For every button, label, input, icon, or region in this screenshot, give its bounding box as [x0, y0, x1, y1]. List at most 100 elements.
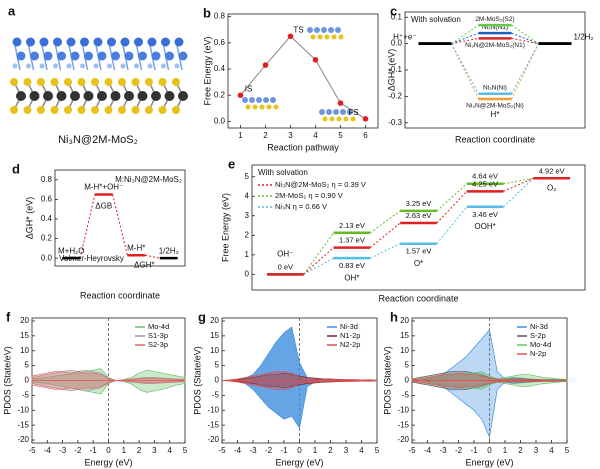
inset-atom — [319, 109, 325, 115]
atom — [10, 106, 18, 114]
x-tick-label: -4 — [234, 446, 242, 455]
dos-area — [31, 380, 186, 390]
connector — [303, 232, 334, 275]
annotation: Volmer-Heyrovsky — [59, 254, 124, 263]
atom — [53, 37, 62, 47]
atom — [83, 91, 94, 101]
panel-label: d — [12, 161, 20, 176]
x-tick-label: 2 — [137, 446, 142, 455]
atom — [172, 78, 180, 86]
series-label: Ni₃N(N1) — [482, 24, 508, 31]
atom — [97, 51, 107, 61]
connector — [511, 43, 539, 94]
y-axis-label: Free Energy (eV) — [220, 193, 230, 262]
legend-label: S-2p — [530, 331, 546, 340]
connector — [303, 257, 334, 275]
point — [237, 92, 244, 99]
y-tick-label: -15 — [17, 420, 29, 429]
inset-atom — [336, 116, 342, 122]
x-tick-label: 2 — [263, 131, 268, 140]
x-axis-label: Reaction coordinate — [455, 134, 535, 144]
y-axis-label: PDOS (State/eV) — [382, 346, 392, 415]
inset-atom — [322, 116, 328, 122]
x-tick-label: 5 — [375, 446, 380, 455]
connector — [451, 24, 479, 45]
y-axis-label: ΔGH* (eV) — [24, 197, 34, 240]
y-tick-label: -10 — [17, 405, 29, 414]
x-tick-label: 1 — [503, 446, 508, 455]
legend-label: N-2p — [530, 349, 546, 358]
atom — [178, 91, 188, 101]
inset-atom — [270, 97, 276, 103]
atom — [66, 37, 76, 47]
atom — [91, 78, 99, 86]
atom — [30, 51, 39, 61]
atom — [118, 78, 126, 86]
x-tick-label: 5 — [183, 446, 188, 455]
inset-atom — [326, 109, 332, 115]
x-tick-label: 0 — [297, 446, 302, 455]
x-tick-label: -2 — [455, 446, 463, 455]
legend-label: Mo-4d — [148, 322, 169, 331]
panel-label: f — [6, 309, 11, 324]
value-label: 4.25 eV — [472, 179, 498, 188]
atom — [39, 37, 49, 47]
legend-label: Ni₃N η = 0.66 V — [275, 202, 327, 211]
x-axis-label: Energy (eV) — [275, 457, 323, 467]
x-tick-label: 5 — [338, 131, 343, 140]
atom — [70, 91, 80, 101]
y-tick-label: 20 — [210, 316, 219, 325]
panel-label: g — [198, 309, 206, 324]
atom — [43, 91, 53, 101]
category-label: M-H*+OH⁻ — [84, 183, 123, 192]
x-tick-label: -5 — [408, 446, 416, 455]
inset-atom — [310, 34, 316, 40]
y-tick-label: 0.4 — [214, 64, 226, 73]
atom — [97, 91, 107, 101]
legend-label: S2-3p — [148, 340, 168, 349]
atom — [145, 78, 153, 86]
atom — [91, 106, 99, 114]
value-label: 3.25 eV — [406, 199, 432, 208]
atom — [12, 63, 18, 69]
point — [337, 100, 344, 106]
dos-area — [411, 380, 568, 390]
atom — [16, 51, 26, 61]
x-axis-label: Reaction coordinate — [80, 290, 160, 300]
series-label: Ni₃N(Ni) — [483, 84, 507, 91]
atom — [134, 37, 143, 47]
atom — [104, 106, 113, 114]
y-tick-label: -0.3 — [388, 118, 402, 127]
atom — [161, 63, 166, 69]
x-tick-label: -2 — [74, 446, 82, 455]
category-label: 1/2H₂ — [159, 246, 179, 255]
inset-atom — [338, 34, 344, 40]
y-tick-label: 5 — [215, 361, 220, 370]
inset-atom — [263, 97, 269, 103]
inset-atom — [307, 27, 313, 33]
x-axis-label: Energy (eV) — [465, 457, 513, 467]
value-label: 4.64 eV — [472, 172, 498, 181]
legend-label: 2M-MoS₂ η = 0.90 V — [275, 191, 343, 200]
x-tick-label: 0 — [106, 446, 111, 455]
inset-atom — [245, 104, 251, 110]
y-axis-label: PDOS (State/eV) — [192, 346, 202, 415]
inset-atom — [328, 27, 334, 33]
x-tick-label: 2 — [518, 446, 523, 455]
x-axis-label: Reaction pathway — [267, 142, 339, 152]
atom — [161, 37, 170, 47]
atom — [66, 63, 72, 69]
annotation: With solvation — [258, 168, 308, 177]
y-tick-label: 0.1 — [391, 12, 403, 21]
x-tick-label: 1 — [122, 446, 127, 455]
y-tick-label: 5 — [25, 361, 30, 370]
point — [262, 62, 269, 68]
atom — [158, 78, 167, 86]
category-label: O* — [414, 259, 423, 268]
atom — [53, 63, 58, 69]
x-tick-label: -3 — [59, 446, 67, 455]
category-label: OH* — [344, 273, 359, 282]
atom — [174, 63, 180, 69]
x-tick-label: -5 — [28, 446, 36, 455]
